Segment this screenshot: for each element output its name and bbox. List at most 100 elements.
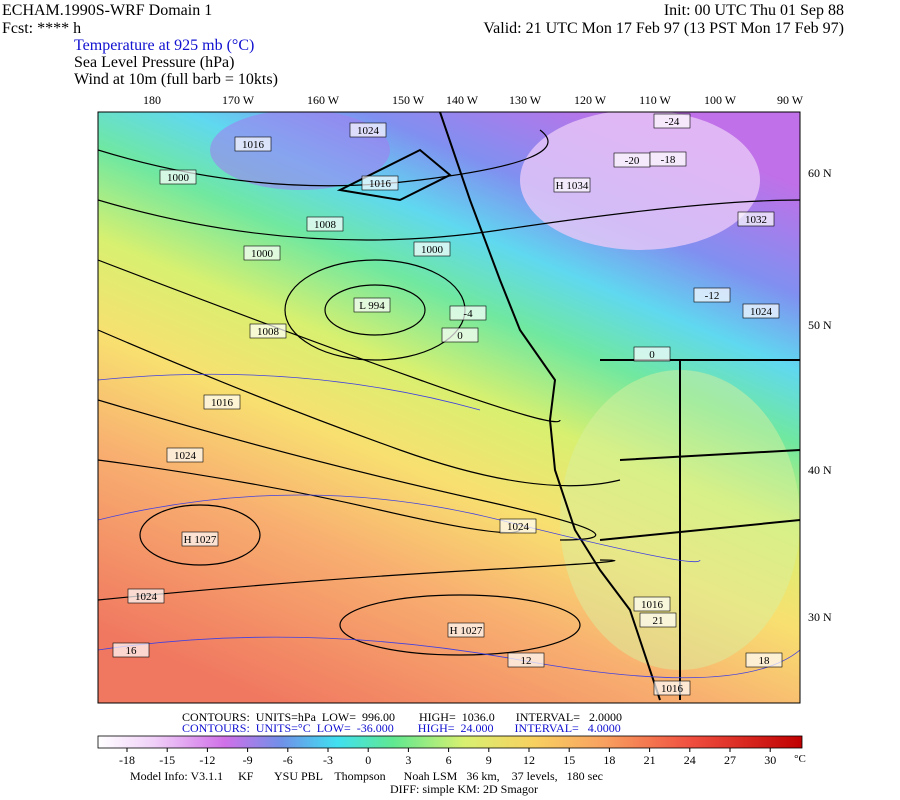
latitude-label: 30 N (808, 610, 832, 624)
map-label: 12 (521, 655, 532, 667)
map-label: 1000 (251, 248, 274, 260)
map-label: H 1027 (184, 534, 217, 546)
label-box (413, 241, 451, 257)
forecast-hour: Fcst: **** h (2, 20, 82, 37)
label-box (745, 652, 783, 668)
label-box (181, 531, 219, 547)
label-box (447, 622, 485, 638)
colorbar-label: 6 (446, 753, 452, 767)
map-label: 1024 (507, 521, 530, 533)
valid-time: Valid: 21 UTC Mon 17 Feb 97 (13 PST Mon … (483, 20, 844, 37)
colorbar-label: 12 (523, 753, 535, 767)
label-box (243, 245, 281, 261)
map-label: 1016 (242, 139, 265, 151)
colorbar-label: -6 (283, 753, 293, 767)
colorbar-label: -15 (159, 753, 175, 767)
map-label: 1016 (211, 397, 234, 409)
map-label: 1000 (167, 172, 190, 184)
label-box (693, 287, 731, 303)
longitude-label: 180 (143, 93, 161, 107)
colorbar-label: -12 (199, 753, 215, 767)
colorbar-label: -3 (323, 753, 333, 767)
label-box (742, 303, 780, 319)
label-box (653, 680, 691, 696)
longitude-label: 110 W (639, 93, 671, 107)
longitude-label: 160 W (307, 93, 340, 107)
map-label: 1008 (314, 219, 337, 231)
colorbar-label: 30 (764, 753, 776, 767)
map-label: H 1034 (556, 180, 589, 192)
label-box (633, 346, 671, 362)
field-label: Sea Level Pressure (hPa) (74, 54, 235, 71)
colorbar-label: 9 (486, 753, 492, 767)
label-box (737, 211, 775, 227)
label-box (507, 652, 545, 668)
map-label: 18 (759, 655, 771, 667)
longitude-label: 90 W (777, 93, 804, 107)
colorbar-label: 3 (405, 753, 411, 767)
longitude-label: 170 W (222, 93, 255, 107)
longitude-label: 100 W (704, 93, 737, 107)
contour-info: CONTOURS: UNITS=hPa LOW= 996.00 HIGH= 10… (182, 710, 622, 724)
map-label: -20 (625, 155, 640, 167)
colorbar (97, 735, 803, 749)
map-label: 1032 (745, 214, 767, 226)
longitude-label: 120 W (574, 93, 607, 107)
label-box (234, 136, 272, 152)
longitude-label: 130 W (509, 93, 542, 107)
colorbar-label: 24 (684, 753, 696, 767)
map-label: 0 (457, 330, 463, 342)
label-box (249, 323, 287, 339)
colorbar-label: 27 (724, 753, 736, 767)
map-label: 1008 (257, 326, 280, 338)
latitude-label: 50 N (808, 318, 832, 332)
map-label: 1024 (135, 591, 158, 603)
map-label: -4 (463, 308, 473, 320)
colorbar-unit: °C (794, 753, 806, 765)
label-box (166, 447, 204, 463)
label-box (112, 642, 150, 658)
label-box (159, 169, 197, 185)
label-box (349, 122, 387, 138)
map-label: 1016 (369, 178, 392, 190)
map-label: 21 (653, 615, 664, 627)
map-label: -18 (661, 154, 676, 166)
colorbar-label: 15 (563, 753, 575, 767)
colorbar-label: 21 (644, 753, 656, 767)
map-label: 1024 (750, 306, 773, 318)
label-box (361, 175, 399, 191)
label-box (653, 113, 691, 129)
map-label: 16 (126, 645, 138, 657)
latitude-label: 60 N (808, 166, 832, 180)
map-label: 1016 (641, 599, 664, 611)
label-box (353, 297, 391, 313)
label-box (649, 151, 687, 167)
label-box (633, 596, 671, 612)
map-label: -24 (665, 116, 680, 128)
label-box (441, 327, 479, 343)
map-label: 1024 (357, 125, 380, 137)
init-time: Init: 00 UTC Thu 01 Sep 88 (663, 2, 844, 19)
map-label: L 994 (359, 300, 385, 312)
label-box (203, 394, 241, 410)
label-box (449, 305, 487, 321)
label-box (306, 216, 344, 232)
map-label: 1000 (421, 244, 444, 256)
map-label: -12 (705, 290, 720, 302)
model-title: ECHAM.1990S-WRF Domain 1 (2, 2, 213, 19)
map-label: 1016 (661, 683, 684, 695)
map-label: 1024 (174, 450, 197, 462)
label-box (639, 612, 677, 628)
colorbar-label: -18 (119, 753, 135, 767)
model-info: Model Info: V3.1.1 KF YSU PBL Thompson N… (130, 769, 603, 783)
map-field (98, 112, 800, 703)
label-box (499, 518, 537, 534)
label-box (127, 588, 165, 604)
colorbar-label: 0 (365, 753, 371, 767)
label-box (553, 177, 591, 193)
longitude-label: 140 W (446, 93, 479, 107)
latitude-label: 40 N (808, 463, 832, 477)
field-label: Temperature at 925 mb (°C) (74, 37, 255, 54)
